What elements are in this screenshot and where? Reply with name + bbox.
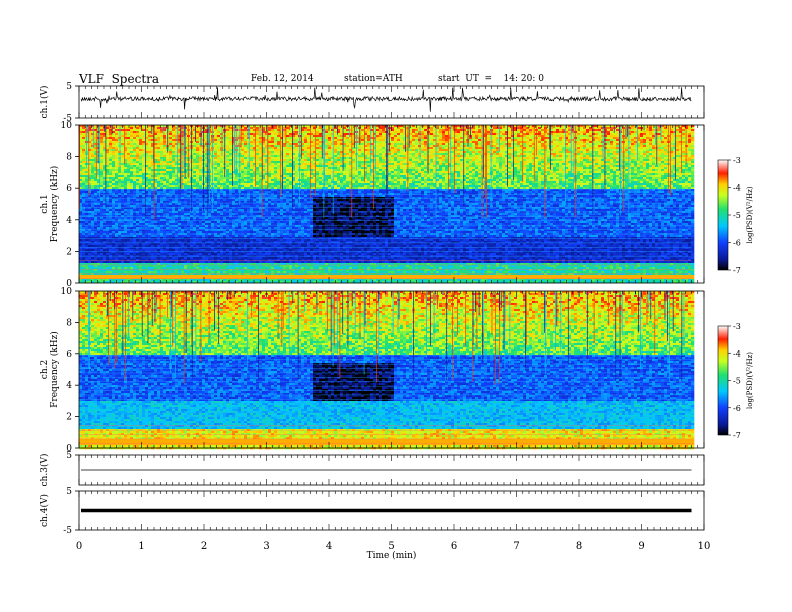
panel-ch2-spectrogram-tick-label: 8: [66, 318, 72, 328]
ch2-spectrogram-colorbar-tick-label: -4: [733, 349, 741, 358]
vlf-figure: 5-5ch.1(V)0246810ch.1 Frequency (kHz)-3-4…: [0, 0, 792, 612]
panel-ch2-spectrogram-tick-label: 2: [66, 413, 72, 423]
ch1-spectrogram-colorbar-label: log(PSD)(V²/Hz): [746, 186, 754, 243]
panel-ch1-spectrogram-label: Frequency (kHz): [49, 166, 60, 243]
panel-ch2-spectrogram-tick-label: 6: [66, 350, 72, 360]
panel-ch2-spectrogram-tick-label: 4: [66, 381, 72, 391]
ch1-spectrogram-colorbar-tick-label: -6: [733, 239, 741, 248]
x-tick-label: 3: [263, 541, 269, 552]
panel-ch1-spectrogram-tick-label: 10: [61, 121, 73, 131]
x-tick-label: 6: [451, 541, 457, 552]
ch1-waveform-trace: [81, 87, 691, 111]
panel-ch1-spectrogram-tick-label: 4: [66, 216, 72, 226]
panel-ch1-spectrogram-label: ch.1: [40, 194, 50, 213]
ch1-spectrogram-colorbar-tick-label: -4: [733, 184, 741, 193]
x-tick-label: 9: [638, 541, 644, 552]
panel-ch1-waveform-tick-label: 5: [66, 82, 72, 92]
ch2-spectrogram-colorbar-tick-label: -6: [733, 404, 741, 413]
panel-ch1-waveform-label: ch.1(V): [39, 86, 50, 119]
ch1-spectrogram-colorbar-tick-label: -5: [733, 211, 741, 220]
panel-ch1-spectrogram-tick-label: 8: [66, 153, 72, 163]
ch1-spectrogram-colorbar: [718, 160, 728, 270]
ch1-spectrogram-image: [79, 125, 694, 283]
x-axis-label: Time (min): [367, 550, 417, 561]
x-tick-label: 0: [76, 541, 82, 552]
panel-ch2-spectrogram-label: ch.2: [40, 360, 50, 379]
panel-ch2-spectrogram-label: Frequency (kHz): [49, 331, 60, 408]
x-tick-label: 1: [138, 541, 144, 552]
panel-ch3-waveform-tick-label: 5: [66, 451, 72, 461]
panel-ch1-spectrogram-tick-label: 2: [66, 247, 72, 257]
ch2-spectrogram-image: [79, 291, 694, 449]
ch1-spectrogram-colorbar-tick-label: -3: [733, 156, 741, 165]
ch2-spectrogram-colorbar: [718, 326, 728, 435]
ch2-spectrogram-colorbar-tick-label: -7: [733, 431, 741, 440]
panel-ch3-waveform-label: ch.3(V): [39, 454, 50, 487]
ch2-spectrogram-colorbar-tick-label: -3: [733, 322, 741, 331]
x-tick-label: 10: [698, 541, 711, 552]
ch2-spectrogram-colorbar-tick-label: -5: [733, 377, 741, 386]
ch2-spectrogram-colorbar-label: log(PSD)(V²/Hz): [746, 352, 754, 409]
panel-ch4-waveform-label: ch.4(V): [39, 494, 50, 527]
panel-ch1-spectrogram-tick-label: 6: [66, 184, 72, 194]
x-tick-label: 7: [513, 541, 519, 552]
panel-ch4-waveform-tick-label: 5: [66, 487, 72, 497]
x-tick-label: 8: [576, 541, 582, 552]
ch1-spectrogram-colorbar-tick-label: -7: [733, 266, 741, 275]
x-tick-label: 4: [326, 541, 332, 552]
panel-ch4-waveform-tick-label: -5: [63, 526, 72, 536]
x-tick-label: 2: [201, 541, 207, 552]
panel-ch2-spectrogram-tick-label: 10: [61, 287, 73, 297]
